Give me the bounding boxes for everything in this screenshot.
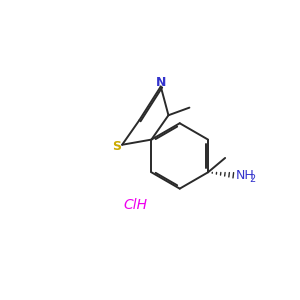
Text: ClH: ClH: [123, 198, 147, 212]
Text: NH: NH: [236, 169, 254, 182]
Text: S: S: [112, 140, 121, 153]
Text: N: N: [156, 76, 166, 88]
Text: 2: 2: [249, 174, 255, 184]
